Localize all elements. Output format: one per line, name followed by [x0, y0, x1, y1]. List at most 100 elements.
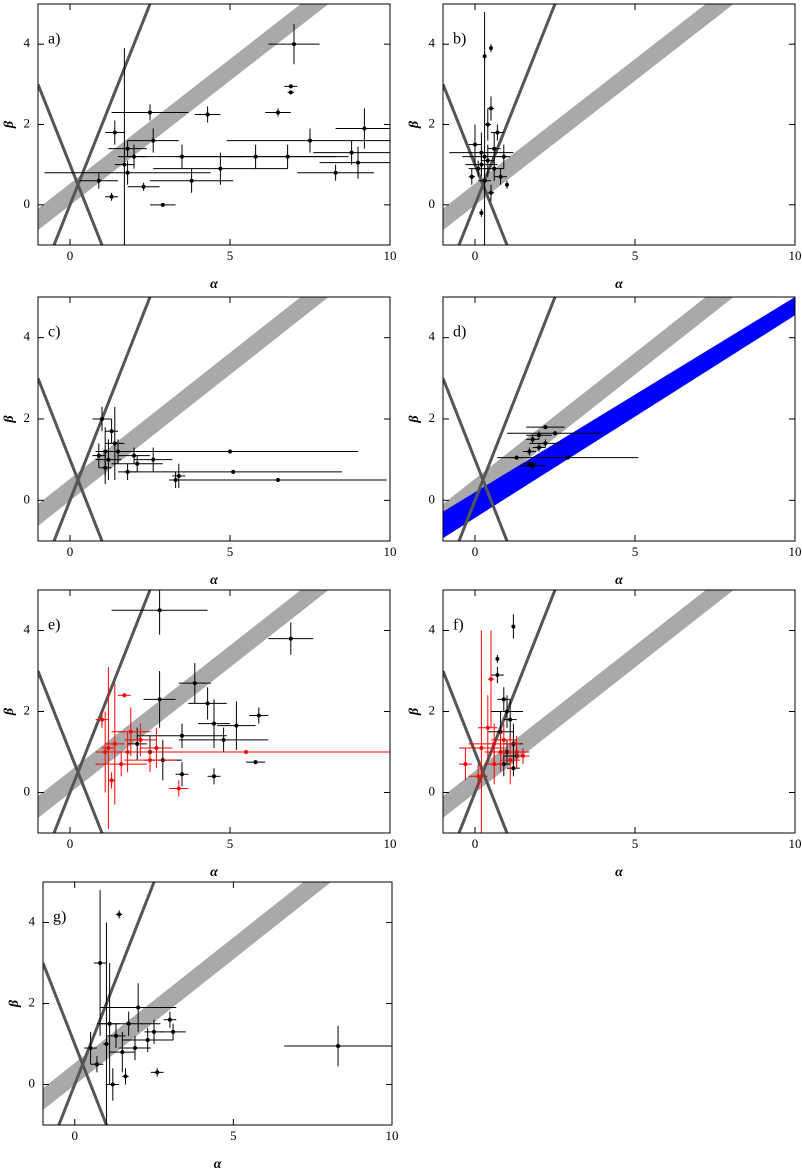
model-band — [38, 4, 329, 231]
panel: 0 5 10 0 2 4 α β c) — [2, 296, 397, 588]
x-tick-label: 10 — [789, 836, 802, 851]
data-point — [498, 750, 503, 754]
x-tick-label: 0 — [71, 1128, 78, 1143]
data-point — [132, 453, 136, 458]
panel-label: a) — [48, 31, 60, 48]
data-point — [362, 126, 367, 131]
data-point — [148, 758, 152, 763]
y-axis-title: β — [2, 707, 17, 716]
data-point — [136, 1005, 141, 1010]
data-point — [212, 774, 216, 779]
data-point — [171, 1029, 176, 1034]
data-point — [157, 697, 162, 702]
data-point — [479, 745, 484, 750]
data-point — [479, 210, 484, 215]
reference-line — [457, 297, 557, 541]
data-point — [218, 166, 223, 171]
y-tick-label: 0 — [429, 491, 436, 506]
reference-line — [43, 962, 108, 1125]
data-point — [133, 1046, 138, 1051]
panel: 0 5 10 0 2 4 α β g) — [7, 881, 399, 1172]
data-point — [94, 1062, 99, 1067]
data-point — [537, 433, 541, 438]
data-point — [489, 46, 493, 51]
panel-label: e) — [48, 617, 60, 634]
x-tick-label: 5 — [230, 1128, 237, 1143]
plot-frame — [37, 3, 391, 246]
y-axis-title: β — [2, 120, 17, 129]
data-point — [489, 106, 493, 111]
y-axis-title: β — [7, 999, 22, 1008]
y-tick-label: 2 — [24, 410, 31, 425]
plot-area — [443, 297, 795, 541]
x-tick-label: 0 — [472, 836, 479, 851]
data-point — [495, 656, 500, 661]
y-tick-label: 4 — [29, 913, 36, 928]
data-point — [180, 733, 184, 738]
x-axis-title: α — [615, 573, 623, 588]
y-axis-title: β — [407, 120, 422, 129]
data-point — [473, 142, 477, 147]
data-point — [176, 473, 181, 478]
data-point — [132, 154, 136, 159]
data-point — [125, 170, 130, 175]
data-point — [152, 1029, 157, 1034]
data-point — [482, 178, 487, 183]
data-point — [543, 441, 548, 446]
data-point — [155, 1070, 160, 1075]
model-band — [443, 297, 795, 539]
reference-line — [38, 670, 104, 833]
y-tick-label: 2 — [24, 115, 31, 130]
panel: 0 5 10 0 2 4 α β d) — [407, 296, 802, 588]
x-tick-label: 10 — [789, 248, 802, 263]
data-point — [530, 463, 535, 468]
data-point — [288, 84, 293, 89]
data-point — [122, 162, 127, 167]
data-point — [508, 758, 513, 763]
plot-area — [443, 590, 734, 833]
panel: 0 5 10 0 2 4 α β f) — [407, 589, 802, 880]
x-axis-title: α — [210, 573, 218, 588]
x-tick-label: 5 — [632, 248, 639, 263]
x-axis-title: α — [214, 1157, 222, 1171]
data-point — [192, 681, 197, 686]
data-point — [128, 729, 133, 734]
reference-line — [457, 4, 557, 245]
x-tick-label: 5 — [632, 544, 639, 559]
x-tick-label: 10 — [384, 836, 397, 851]
data-point — [489, 677, 493, 682]
data-point — [543, 425, 548, 430]
x-tick-label: 0 — [67, 544, 74, 559]
data-point — [103, 465, 108, 470]
y-tick-label: 4 — [429, 35, 436, 50]
data-point — [527, 449, 532, 454]
data-point — [505, 182, 509, 187]
panel-label: b) — [453, 31, 466, 48]
data-point — [469, 174, 474, 179]
x-tick-label: 5 — [632, 836, 639, 851]
data-point — [349, 150, 354, 155]
y-tick-label: 2 — [429, 702, 436, 717]
data-point — [122, 693, 127, 698]
data-point — [479, 162, 484, 167]
data-point — [482, 54, 487, 59]
x-axis-title: α — [210, 865, 218, 880]
data-point — [145, 1037, 150, 1042]
x-tick-label: 10 — [386, 1128, 399, 1143]
panel: 0 5 10 0 2 4 α β a) — [2, 3, 397, 292]
reference-line — [443, 670, 509, 833]
data-point — [356, 160, 360, 165]
panel: 0 5 10 0 2 4 α β b) — [407, 3, 802, 292]
x-tick-label: 5 — [227, 544, 234, 559]
y-tick-label: 0 — [29, 1075, 36, 1090]
data-point — [292, 42, 296, 47]
data-point — [485, 122, 490, 127]
data-point — [125, 146, 130, 151]
data-point — [109, 194, 114, 199]
data-point — [508, 717, 513, 722]
model-band — [443, 590, 734, 819]
data-point — [228, 449, 232, 454]
x-tick-label: 5 — [227, 836, 234, 851]
data-point — [537, 445, 541, 450]
